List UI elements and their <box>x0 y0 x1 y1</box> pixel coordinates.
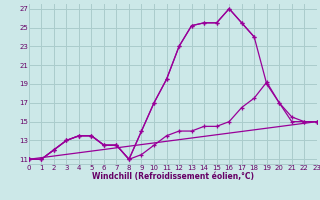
X-axis label: Windchill (Refroidissement éolien,°C): Windchill (Refroidissement éolien,°C) <box>92 172 254 181</box>
